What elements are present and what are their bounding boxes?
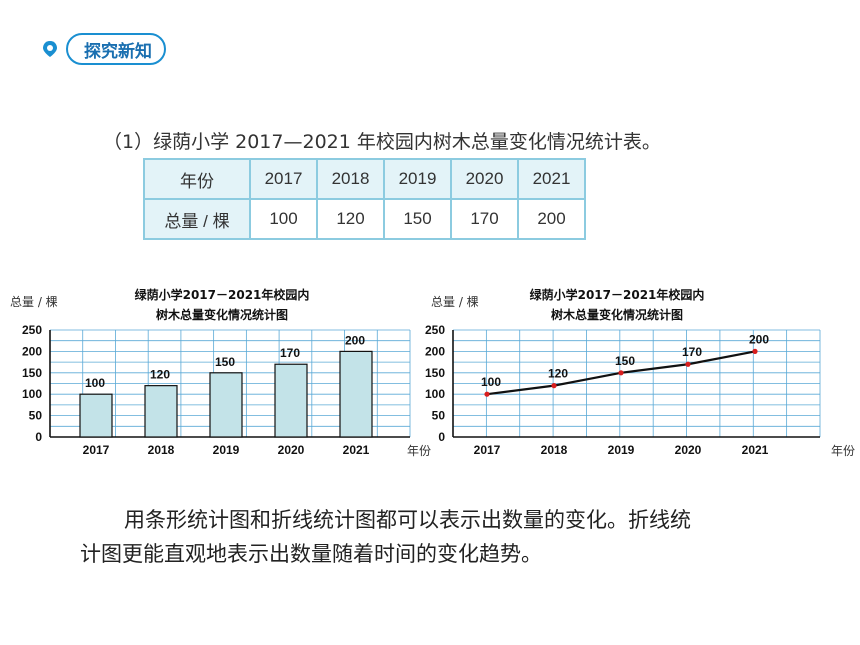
bar-chart-xtick-label: 2020 — [278, 443, 305, 457]
table-cell-year: 2017 — [249, 158, 318, 200]
line-chart-xtick-label: 2021 — [742, 443, 769, 457]
table-caption: （1）绿荫小学 2017—2021 年校园内树木总量变化情况统计表。 — [103, 131, 661, 153]
line-point — [484, 391, 490, 397]
table-row-years: 年份 2017 2018 2019 2020 2021 — [143, 158, 586, 200]
bar — [339, 350, 373, 438]
table-cell-value: 100 — [249, 198, 318, 240]
summary-line-1: 用条形统计图和折线统计图都可以表示出数量的变化。折线统 — [124, 508, 691, 532]
bar-chart-xtick-label: 2021 — [343, 443, 370, 457]
line-chart-ytick-label: 100 — [425, 387, 445, 401]
line-chart-title: 绿荫小学2017－2021年校园内 — [530, 287, 705, 302]
bar-data-label: 170 — [280, 346, 300, 360]
line-chart-ytick-label: 200 — [425, 344, 445, 358]
bar-chart-ytick-label: 50 — [29, 409, 43, 423]
line-point — [551, 383, 557, 389]
table-cell-year: 2020 — [450, 158, 519, 200]
bar-chart-ytick-label: 150 — [22, 366, 42, 380]
line-chart-ytick-label: 250 — [425, 323, 445, 337]
line-chart-xtick-label: 2017 — [474, 443, 501, 457]
bar — [144, 385, 178, 438]
table-header-total: 总量 / 棵 — [143, 198, 251, 240]
bar-chart-xtick-label: 2018 — [148, 443, 175, 457]
section-title: 探究新知 — [66, 33, 166, 65]
line-chart-xtick-label: 2020 — [675, 443, 702, 457]
line-point — [752, 348, 758, 354]
summary-text: 用条形统计图和折线统计图都可以表示出数量的变化。折线统 计图更能直观地表示出数量… — [80, 503, 800, 571]
table-row-values: 总量 / 棵 100 120 150 170 200 — [143, 198, 586, 240]
bar-data-label: 120 — [150, 368, 170, 382]
line-data-label: 170 — [682, 345, 702, 359]
bar-chart-ytick-label: 100 — [22, 387, 42, 401]
line-chart-ylabel: 总量 / 棵 — [431, 294, 479, 309]
line-data-label: 200 — [749, 332, 769, 346]
line-chart-ytick-label: 150 — [425, 366, 445, 380]
bar — [209, 372, 243, 438]
line-data-label: 150 — [615, 354, 635, 368]
bar-chart-subtitle: 树木总量变化情况统计图 — [156, 307, 288, 322]
bar-data-label: 150 — [215, 355, 235, 369]
bar-chart-xtick-label: 2017 — [83, 443, 110, 457]
line-point — [618, 370, 624, 376]
table-cell-value: 170 — [450, 198, 519, 240]
table-cell-value: 150 — [383, 198, 452, 240]
bar-data-label: 100 — [85, 376, 105, 390]
bar-chart-ytick-label: 250 — [22, 323, 42, 337]
location-pin-icon — [40, 39, 60, 59]
summary-line-2: 计图更能直观地表示出数量随着时间的变化趋势。 — [80, 542, 542, 566]
line-chart-xtick-label: 2019 — [608, 443, 635, 457]
line-chart-xtick-label: 2018 — [541, 443, 568, 457]
bar-chart-xlabel: 年份 — [407, 444, 431, 458]
line-chart-subtitle: 树木总量变化情况统计图 — [551, 307, 683, 322]
bar-data-label: 200 — [345, 333, 365, 347]
bar — [79, 393, 113, 438]
bar — [274, 363, 308, 438]
table-header-year: 年份 — [143, 158, 251, 200]
table-cell-year: 2018 — [316, 158, 385, 200]
bar-chart-ytick-label: 200 — [22, 344, 42, 358]
section-badge: 探究新知 — [40, 33, 166, 65]
table-cell-year: 2021 — [517, 158, 586, 200]
bar-chart-title: 绿荫小学2017－2021年校园内 — [135, 287, 310, 302]
line-chart-xlabel: 年份 — [831, 444, 855, 458]
bar-chart-ytick-label: 0 — [35, 430, 42, 444]
line-point — [685, 361, 691, 367]
table-cell-value: 200 — [517, 198, 586, 240]
line-data-label: 100 — [481, 375, 501, 389]
bar-chart-ylabel: 总量 / 棵 — [10, 294, 58, 309]
bar-chart-xtick-label: 2019 — [213, 443, 240, 457]
table-cell-value: 120 — [316, 198, 385, 240]
line-chart-ytick-label: 0 — [438, 430, 445, 444]
table-cell-year: 2019 — [383, 158, 452, 200]
data-table: 年份 2017 2018 2019 2020 2021 总量 / 棵 100 1… — [143, 158, 586, 240]
line-chart-ytick-label: 50 — [432, 409, 446, 423]
line-data-label: 120 — [548, 367, 568, 381]
